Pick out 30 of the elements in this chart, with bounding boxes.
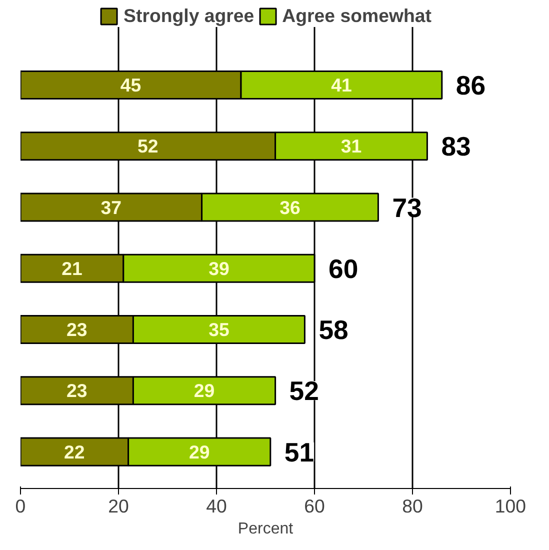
legend-label: Strongly agree xyxy=(124,5,254,27)
total-label: 86 xyxy=(456,70,486,100)
data-label: 35 xyxy=(208,319,230,340)
data-label: 52 xyxy=(138,136,158,157)
x-tick-label: 40 xyxy=(206,496,227,516)
data-label: 36 xyxy=(280,196,300,218)
x-tick-label: 100 xyxy=(494,496,526,516)
data-label: 29 xyxy=(188,441,210,462)
total-label: 52 xyxy=(289,376,319,406)
data-label: 37 xyxy=(100,196,122,218)
data-label: 23 xyxy=(66,319,88,340)
data-label: 21 xyxy=(62,258,82,279)
total-label: 73 xyxy=(392,192,422,223)
total-label: 58 xyxy=(318,315,348,346)
total-label: 83 xyxy=(441,132,471,162)
data-label: 31 xyxy=(340,136,362,157)
data-label: 22 xyxy=(64,441,85,462)
x-tick-label: 0 xyxy=(15,496,26,516)
total-label: 60 xyxy=(328,254,358,284)
x-axis-title: Percent xyxy=(238,520,294,538)
x-tick-label: 60 xyxy=(304,496,325,516)
data-label: 23 xyxy=(66,380,88,402)
total-label: 51 xyxy=(284,437,314,468)
legend-label: Agree somewhat xyxy=(282,5,432,27)
data-label: 29 xyxy=(194,380,215,402)
data-label: 39 xyxy=(208,258,230,279)
data-label: 45 xyxy=(120,74,142,96)
x-tick-label: 80 xyxy=(402,496,423,516)
x-tick-label: 20 xyxy=(108,496,129,516)
data-label: 41 xyxy=(331,74,352,96)
